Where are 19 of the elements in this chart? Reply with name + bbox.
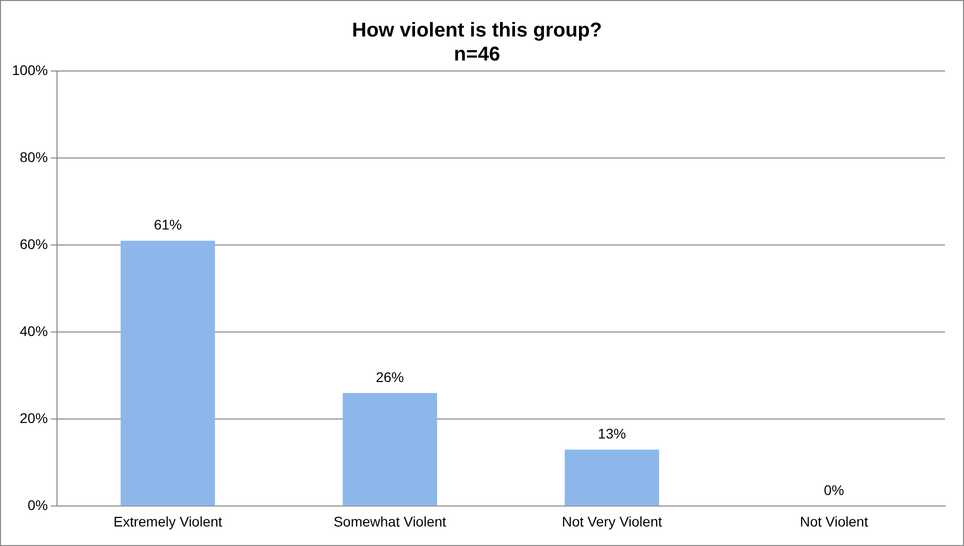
data-label: 61% [154, 216, 182, 233]
text: n=46 [454, 44, 500, 66]
bar [120, 240, 216, 506]
y-tick-label: 40% [20, 322, 48, 339]
x-tick-label: Not Violent [800, 513, 868, 530]
y-tick-label: 0% [28, 497, 48, 514]
data-label: 0% [824, 482, 844, 498]
bar [564, 450, 660, 506]
text: How violent is this group? [352, 20, 602, 42]
y-tick-label: 80% [20, 148, 48, 165]
y-tick-label: 100% [12, 62, 48, 78]
x-tick-label: Not Very Violent [562, 513, 662, 530]
x-tick-label: Extremely Violent [113, 513, 222, 530]
data-label: 13% [598, 425, 626, 442]
y-tick-label: 60% [20, 236, 48, 252]
bar [342, 393, 438, 506]
x-tick-label: Somewhat Violent [334, 513, 446, 530]
data-label: 26% [376, 368, 404, 385]
y-tick-label: 20% [20, 410, 48, 426]
